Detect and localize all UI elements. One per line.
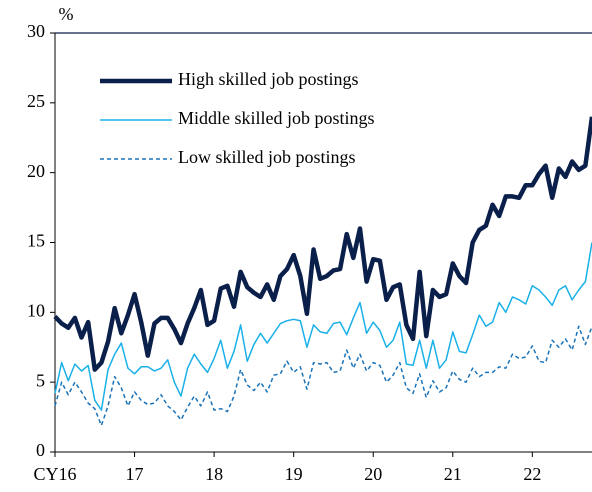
y-tick-label: 20 (27, 161, 45, 181)
series-line (54, 242, 592, 411)
y-tick-label: 5 (36, 370, 45, 390)
y-tick-label: 25 (27, 91, 45, 111)
y-tick-label: 0 (36, 440, 45, 460)
legend-label: Low skilled job postings (178, 147, 356, 167)
x-tick-label: 21 (444, 464, 462, 484)
legend-label: Middle skilled job postings (178, 108, 375, 128)
y-tick-label: 15 (27, 231, 45, 251)
y-tick-label: 10 (27, 300, 45, 320)
x-tick-label: CY16 (33, 464, 76, 484)
x-tick-label: 17 (126, 464, 144, 484)
x-tick-label: 19 (285, 464, 303, 484)
x-tick-label: 22 (523, 464, 541, 484)
legend-label: High skilled job postings (178, 69, 359, 89)
y-tick-label: 30 (27, 21, 45, 41)
series-line (53, 116, 592, 372)
series-line (54, 325, 592, 427)
y-unit: % (59, 4, 74, 24)
x-tick-label: 20 (364, 464, 382, 484)
x-tick-label: 18 (205, 464, 223, 484)
